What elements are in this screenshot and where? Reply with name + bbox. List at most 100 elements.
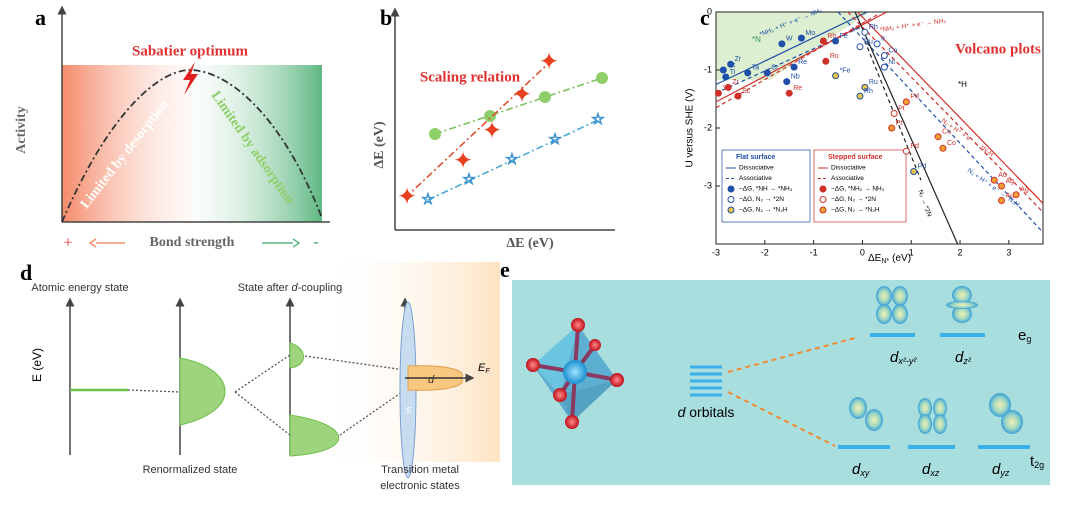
data-point xyxy=(856,43,864,51)
data-point xyxy=(763,69,771,77)
point-label: Rh xyxy=(864,88,873,95)
data-point xyxy=(902,98,910,106)
point-label: Pt xyxy=(898,105,905,112)
lightning xyxy=(183,62,198,95)
y-axis-label: ΔE (eV) xyxy=(372,121,387,169)
point-label: Mo xyxy=(805,30,815,37)
x-axis-sub: N* xyxy=(881,258,889,265)
data-point xyxy=(934,133,942,141)
legend-marker xyxy=(727,185,735,193)
svg-text:☆: ☆ xyxy=(462,171,475,188)
line-label: N₂ + H⁺ + e⁻ → *N₂H xyxy=(940,117,995,158)
title: Scaling relation xyxy=(420,69,521,85)
y-tick-label: -3 xyxy=(704,180,712,190)
fermi-label: EF xyxy=(478,362,490,375)
point-label: W xyxy=(786,36,793,43)
point-label: Ag xyxy=(1020,187,1029,194)
bonding-state xyxy=(289,342,304,369)
split-lines xyxy=(727,337,856,447)
svg-text:✦: ✦ xyxy=(539,48,559,75)
legend-marker xyxy=(819,196,827,203)
point-label: Pd xyxy=(918,163,927,170)
panel-a: a Sabatier optimum Limited by desorption… xyxy=(14,5,330,252)
legend-item: Associative xyxy=(739,175,772,182)
data-point xyxy=(873,40,881,48)
x-tick-label: 0 xyxy=(860,247,865,257)
panel-label: a xyxy=(35,5,46,30)
point-label: Sc xyxy=(742,88,751,95)
scaling-line xyxy=(857,12,1043,204)
y-axis-label: E (eV) xyxy=(30,348,44,382)
orbital-label: dz² xyxy=(955,349,972,366)
panel-b: b Scaling relation ΔE (eV) ΔE (eV) ✦✦✦✦✦… xyxy=(372,5,615,251)
fermi-main: E xyxy=(478,362,486,374)
data-point xyxy=(778,40,786,48)
red-line xyxy=(404,61,551,199)
y-tick-label: -2 xyxy=(704,122,712,132)
label: Transition metal xyxy=(381,464,459,476)
legend-item: −ΔG, N₂ → *N₂H xyxy=(831,207,880,214)
point-label: Ru xyxy=(830,53,839,60)
data-point xyxy=(888,124,896,132)
fermi-sub: F xyxy=(485,368,490,375)
legend-item: Dissociative xyxy=(831,165,866,172)
line-label: *NH₂ + H⁺ + e⁻ → NH₃ xyxy=(880,17,947,33)
legend-item: −ΔG, *NH₂ → NH₃ xyxy=(831,186,885,193)
legend-item: Associative xyxy=(831,175,864,182)
panel-c: c Volcano plots *N *H U versus SHE (V) Δ… xyxy=(685,5,1044,265)
svg-text:✦: ✦ xyxy=(512,81,532,108)
orbital-sub: z² xyxy=(962,356,972,366)
data-point xyxy=(939,144,947,152)
orbital-sub: xz xyxy=(929,468,940,478)
orbital-main: d xyxy=(852,461,861,478)
sign: + xyxy=(63,235,72,252)
desorption-region xyxy=(62,65,192,222)
legend-title: Stepped surface xyxy=(828,154,883,161)
x-axis-label: Bond strength xyxy=(150,235,235,250)
title: Volcano plots xyxy=(955,41,1041,57)
scaling-line xyxy=(716,12,868,86)
orbital-sub: xy xyxy=(859,468,870,478)
orbital-label: dyz xyxy=(992,461,1010,478)
d-label: d xyxy=(428,374,435,386)
orbital-shapes xyxy=(849,286,1023,434)
data-point xyxy=(727,60,735,68)
data-point xyxy=(744,69,752,77)
point-label: Ru xyxy=(864,39,873,46)
orbital-label: dxy xyxy=(852,461,870,478)
point-label: Re xyxy=(798,59,807,66)
data-point xyxy=(910,168,918,175)
data-point xyxy=(998,182,1006,190)
t2g-sub: 2g xyxy=(1034,460,1044,470)
legend-stepped xyxy=(813,149,907,223)
point-label: Ir xyxy=(881,36,886,43)
point-label: Nb xyxy=(791,73,800,80)
x-tick-label: 1 xyxy=(909,247,914,257)
point-label: Pd xyxy=(910,94,919,101)
label: State after d-coupling xyxy=(238,282,343,294)
orbital-main: d xyxy=(890,349,899,366)
legend-title: Flat surface xyxy=(736,154,775,161)
data-point xyxy=(785,89,793,97)
levels xyxy=(838,333,1030,449)
orbital-label: dxz xyxy=(922,461,940,478)
antibonding-state xyxy=(289,414,339,457)
legend-item: Dissociative xyxy=(739,165,774,172)
line-label: N₂ → *2N xyxy=(917,189,933,218)
legend-marker xyxy=(727,196,735,203)
point-label: Ni xyxy=(888,59,895,66)
adsorption-region xyxy=(192,65,322,222)
y-axis-label: Activity xyxy=(14,106,29,153)
annotation: Sabatier optimum xyxy=(132,43,248,59)
data-point xyxy=(832,37,840,45)
point-label: Co xyxy=(888,47,897,54)
orbital-main: d xyxy=(992,461,1001,478)
data-point xyxy=(822,57,830,65)
region-label: *N xyxy=(752,35,761,44)
data-point xyxy=(790,63,798,71)
legend-item: −ΔG, *NH → *NH₃ xyxy=(739,186,793,193)
scaling-line xyxy=(847,12,1043,213)
s-label: s xyxy=(406,404,412,416)
x-axis-unit: (eV) xyxy=(892,253,911,264)
